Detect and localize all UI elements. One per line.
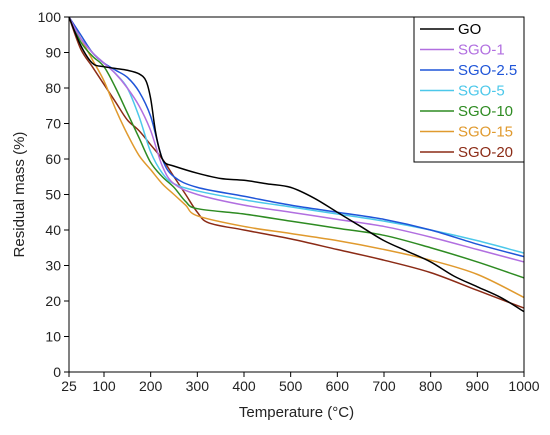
x-tick-label: 25 <box>61 378 77 394</box>
x-tick-label: 300 <box>186 378 210 394</box>
x-tick-label: 400 <box>232 378 256 394</box>
y-tick-label: 40 <box>45 222 61 238</box>
y-tick-label: 20 <box>45 293 61 309</box>
x-tick-label: 800 <box>419 378 443 394</box>
y-tick-label: 70 <box>45 116 61 132</box>
legend-label: SGO-1 <box>458 42 505 59</box>
y-tick-label: 0 <box>53 364 61 380</box>
x-tick-label: 700 <box>372 378 396 394</box>
y-tick-label: 80 <box>45 80 61 96</box>
y-tick-label: 60 <box>45 151 61 167</box>
x-tick-label: 500 <box>279 378 303 394</box>
y-axis-title: Residual mass (%) <box>11 132 28 258</box>
legend-label: GO <box>458 21 481 38</box>
y-tick-label: 30 <box>45 258 61 274</box>
y-tick-label: 50 <box>45 187 61 203</box>
x-tick-label: 100 <box>92 378 116 394</box>
legend-label: SGO-10 <box>458 103 513 120</box>
y-tick-label: 100 <box>38 9 62 25</box>
legend-box <box>413 16 525 163</box>
series-line-go <box>68 16 525 313</box>
legend-label: SGO-2.5 <box>458 62 517 79</box>
x-tick-label: 600 <box>326 378 350 394</box>
y-tick-label: 10 <box>45 329 61 345</box>
legend: GO SGO-1 SGO-2.5 SGO-5 SGO-10 SGO-15 SGO-20 <box>413 16 525 163</box>
x-tick-label: 900 <box>466 378 490 394</box>
chart-marks <box>68 16 525 313</box>
x-tick-label: 200 <box>139 378 163 394</box>
x-tick-label: 1000 <box>508 378 539 394</box>
y-tick-label: 90 <box>45 45 61 61</box>
x-axis-title: Temperature (°C) <box>239 404 354 421</box>
legend-label: SGO-5 <box>458 83 505 100</box>
axes: 25 100 200 300 400 500 600 700 800 900 1000 0 10 20 30… <box>38 9 540 394</box>
legend-label: SGO-15 <box>458 124 513 141</box>
series-line-sgo-15 <box>68 16 525 299</box>
series-line-sgo-1 <box>68 16 525 263</box>
legend-label: SGO-20 <box>458 144 513 161</box>
